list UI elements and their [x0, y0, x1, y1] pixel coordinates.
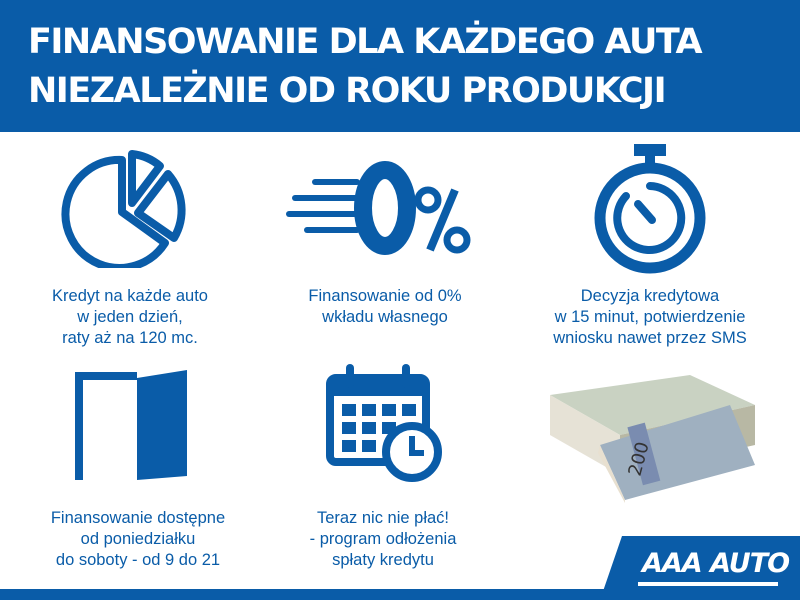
banknotes-icon: 200: [550, 375, 755, 503]
caption-zero-percent: Finansowanie od 0% wkładu własnego: [255, 286, 515, 328]
headline-line-1: FINANSOWANIE DLA KAŻDEGO AUTA: [28, 22, 703, 62]
footer-bar: [0, 589, 800, 600]
caption-line: w jeden dzień,: [77, 308, 183, 326]
calendar-clock-icon: [326, 364, 442, 482]
header-banner: FINANSOWANIE DLA KAŻDEGO AUTA NIEZALEŻNI…: [0, 0, 800, 132]
stopwatch-icon: [594, 144, 706, 274]
caption-line: raty aż na 120 mc.: [62, 329, 198, 347]
zero-percent-icon: [286, 161, 471, 255]
caption-line: Finansowanie od 0%: [308, 287, 462, 305]
caption-deferral: Teraz nic nie płać! - program odłożenia …: [253, 508, 513, 571]
caption-line: od poniedziałku: [80, 530, 196, 548]
headline-line-2: NIEZALEŻNIE OD ROKU PRODUKCJI: [28, 71, 667, 111]
caption-line: w 15 minut, potwierdzenie: [554, 308, 746, 326]
logo-text: AAA AUTO: [642, 548, 790, 579]
caption-line: Finansowanie dostępne: [50, 509, 226, 527]
caption-line: wkładu własnego: [322, 308, 448, 326]
caption-line: Decyzja kredytowa: [580, 287, 720, 305]
caption-line: do soboty - od 9 do 21: [55, 551, 221, 569]
caption-decision: Decyzja kredytowa w 15 minut, potwierdze…: [520, 286, 780, 349]
caption-line: Teraz nic nie płać!: [316, 509, 450, 527]
caption-line: - program odłożenia: [309, 530, 457, 548]
caption-line: Kredyt na każde auto: [52, 287, 208, 305]
caption-line: spłaty kredytu: [332, 551, 434, 569]
caption-line: wniosku nawet przez SMS: [553, 329, 747, 347]
open-door-icon: [75, 370, 187, 480]
caption-credit: Kredyt na każde auto w jeden dzień, raty…: [0, 286, 260, 349]
caption-hours: Finansowanie dostępne od poniedziałku do…: [8, 508, 268, 571]
aaa-auto-logo: AAA AUTO: [600, 536, 800, 600]
pie-chart-icon: [61, 150, 186, 268]
